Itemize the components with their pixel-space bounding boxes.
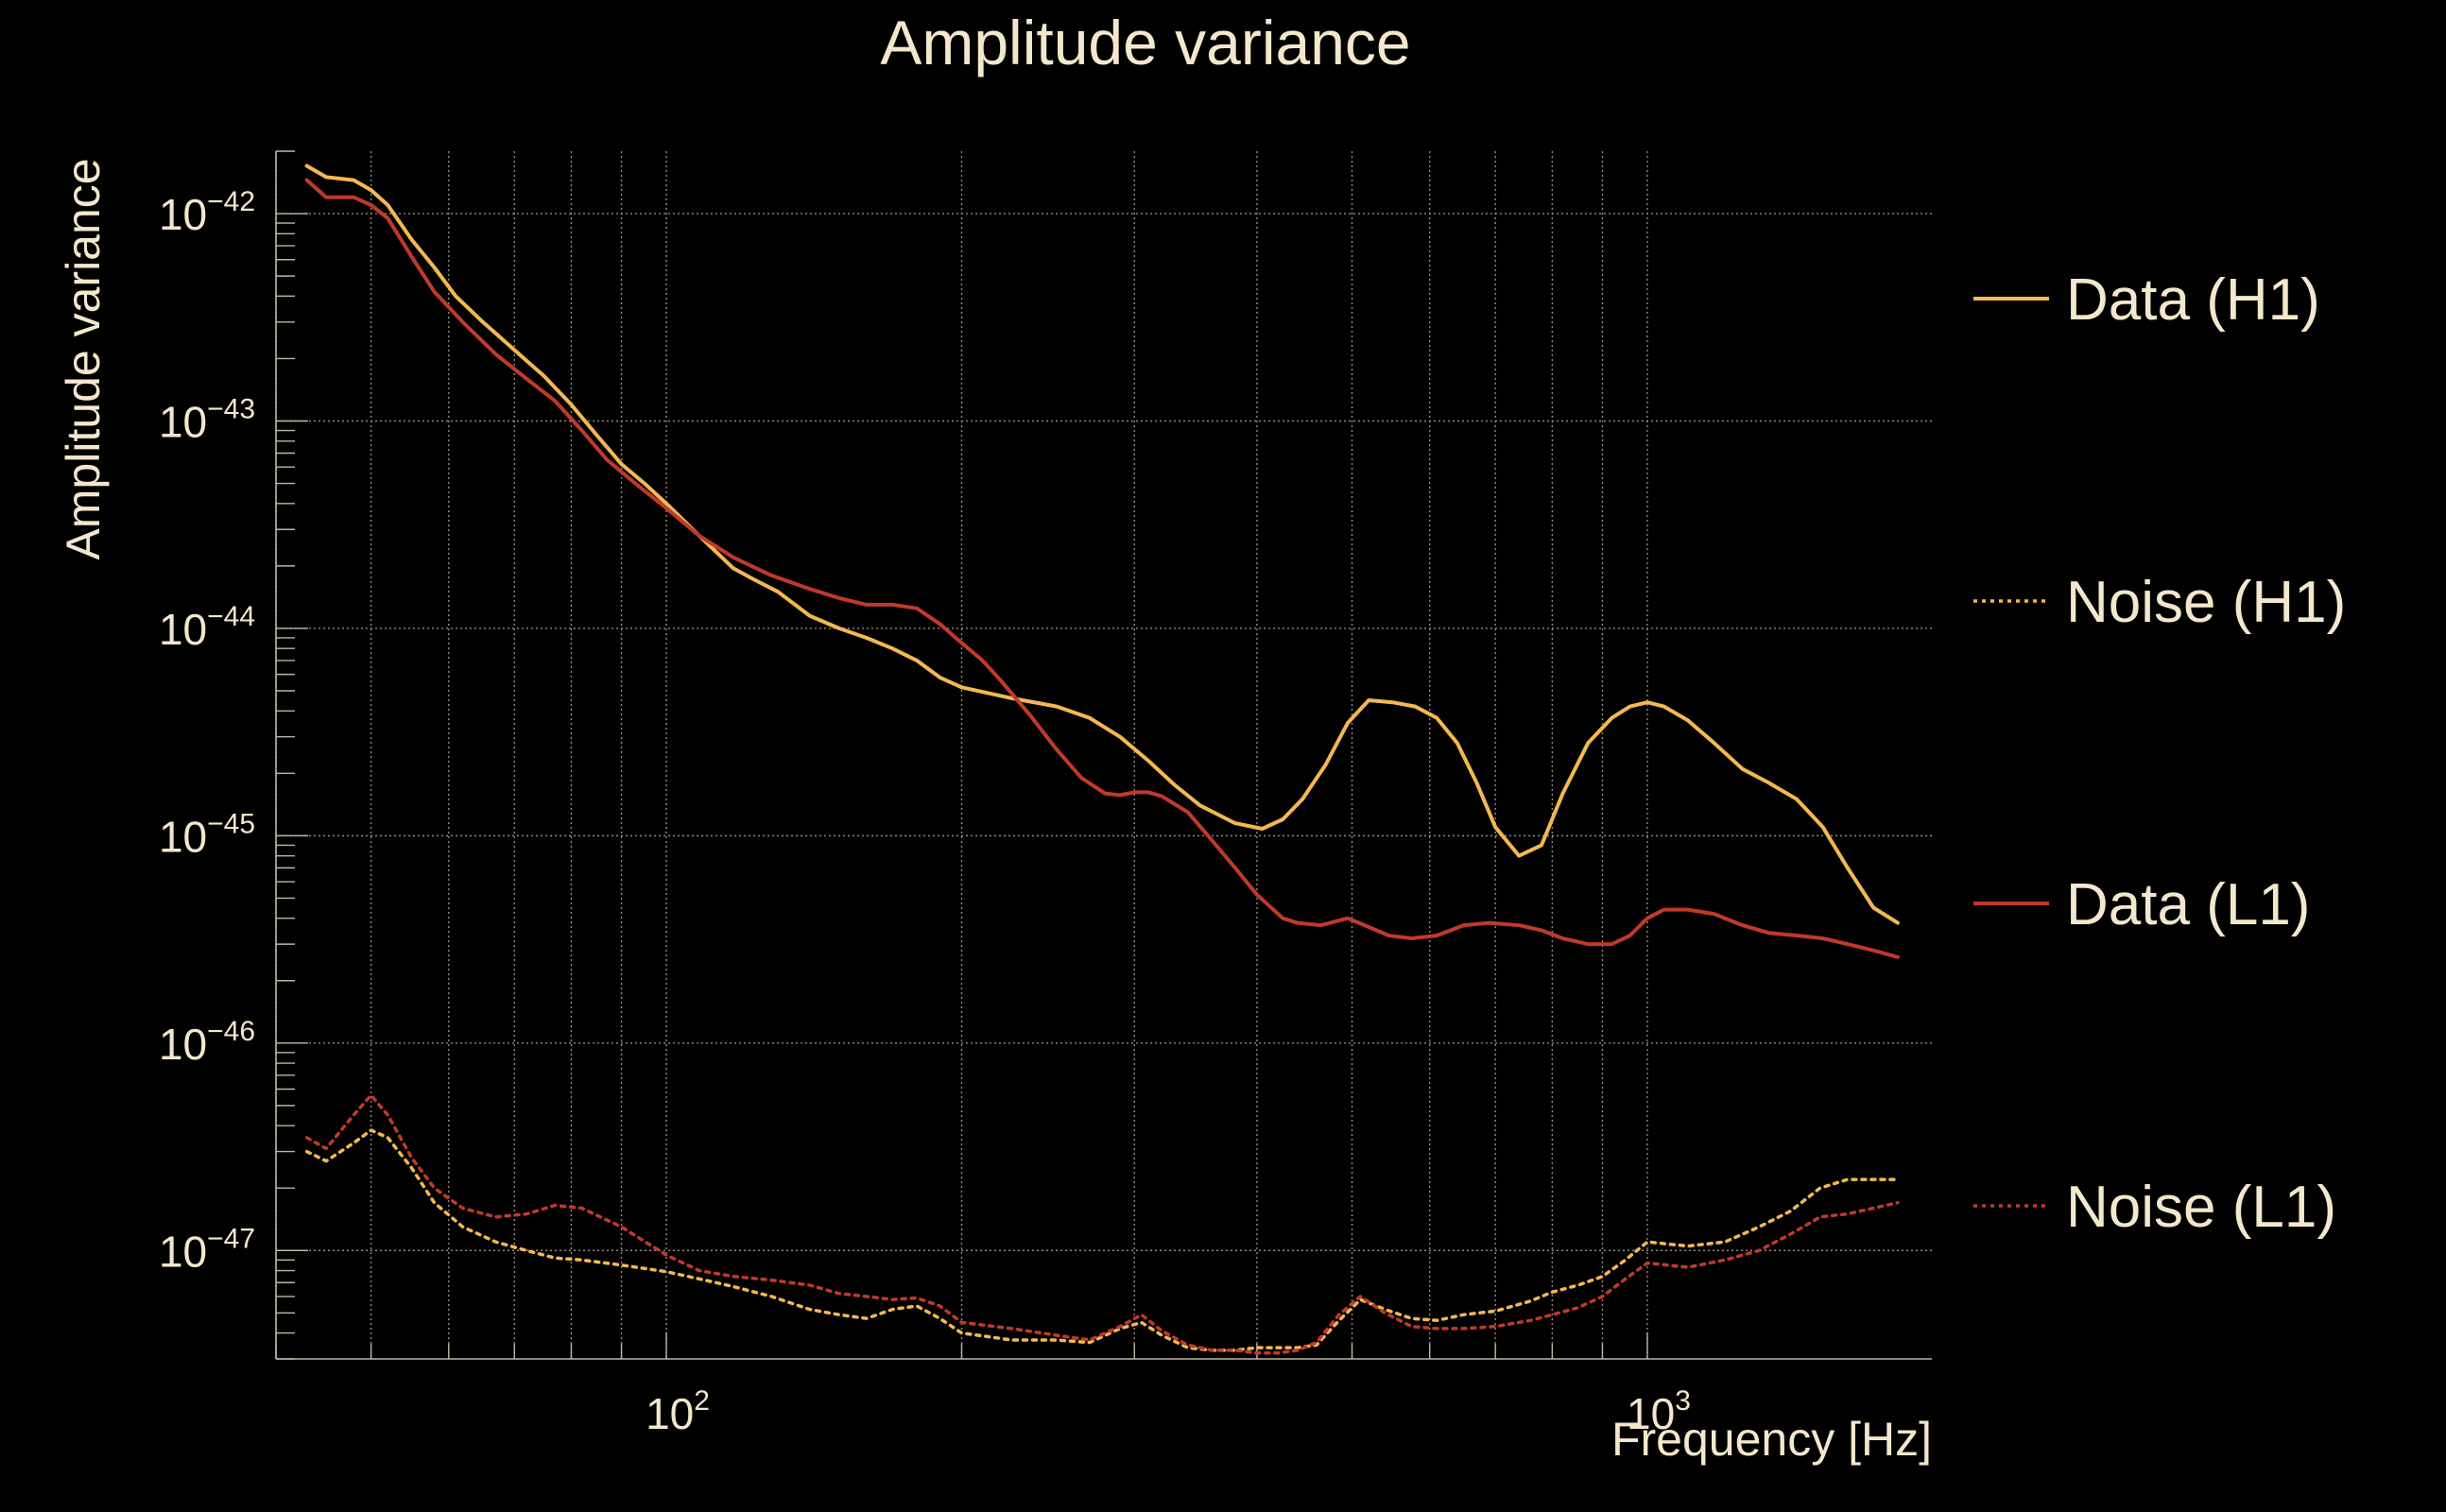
series-line-data-l1 [304, 178, 1900, 959]
x-tick-label: 103 [1627, 1385, 1691, 1438]
series-line-data-h1 [304, 163, 1900, 925]
y-tick-label: 10−42 [159, 186, 255, 239]
x-axis-title: Frequency [Hz] [1611, 1413, 1932, 1466]
y-tick-label: 10−46 [159, 1016, 255, 1069]
legend: Data (H1) Noise (H1) Data (L1) Noise (L1) [1973, 267, 2346, 1240]
series-line-noise-l1 [304, 1093, 1900, 1355]
legend-label-noise-l1: Noise (L1) [2066, 1175, 2336, 1240]
axes [275, 151, 1932, 1360]
legend-label-data-l1: Data (L1) [2066, 872, 2310, 937]
x-tick-label: 102 [646, 1385, 710, 1438]
series-layer [304, 163, 1900, 1355]
tick-marks [275, 150, 1648, 1360]
y-tick-label: 10−44 [159, 601, 255, 654]
chart-title: Amplitude variance [880, 8, 1410, 77]
grid-lines [275, 151, 1932, 1359]
series-line-noise-h1 [304, 1128, 1900, 1352]
y-tick-label: 10−45 [159, 808, 255, 861]
legend-label-data-h1: Data (H1) [2066, 267, 2320, 333]
y-tick-label: 10−47 [159, 1223, 255, 1276]
legend-label-noise-h1: Noise (H1) [2066, 570, 2346, 635]
tick-labels: 10−42 10−43 10−44 10−45 10−46 10−47 102 103 [159, 186, 1691, 1438]
y-axis-title: Amplitude variance [57, 158, 110, 559]
y-tick-label: 10−43 [159, 393, 255, 446]
